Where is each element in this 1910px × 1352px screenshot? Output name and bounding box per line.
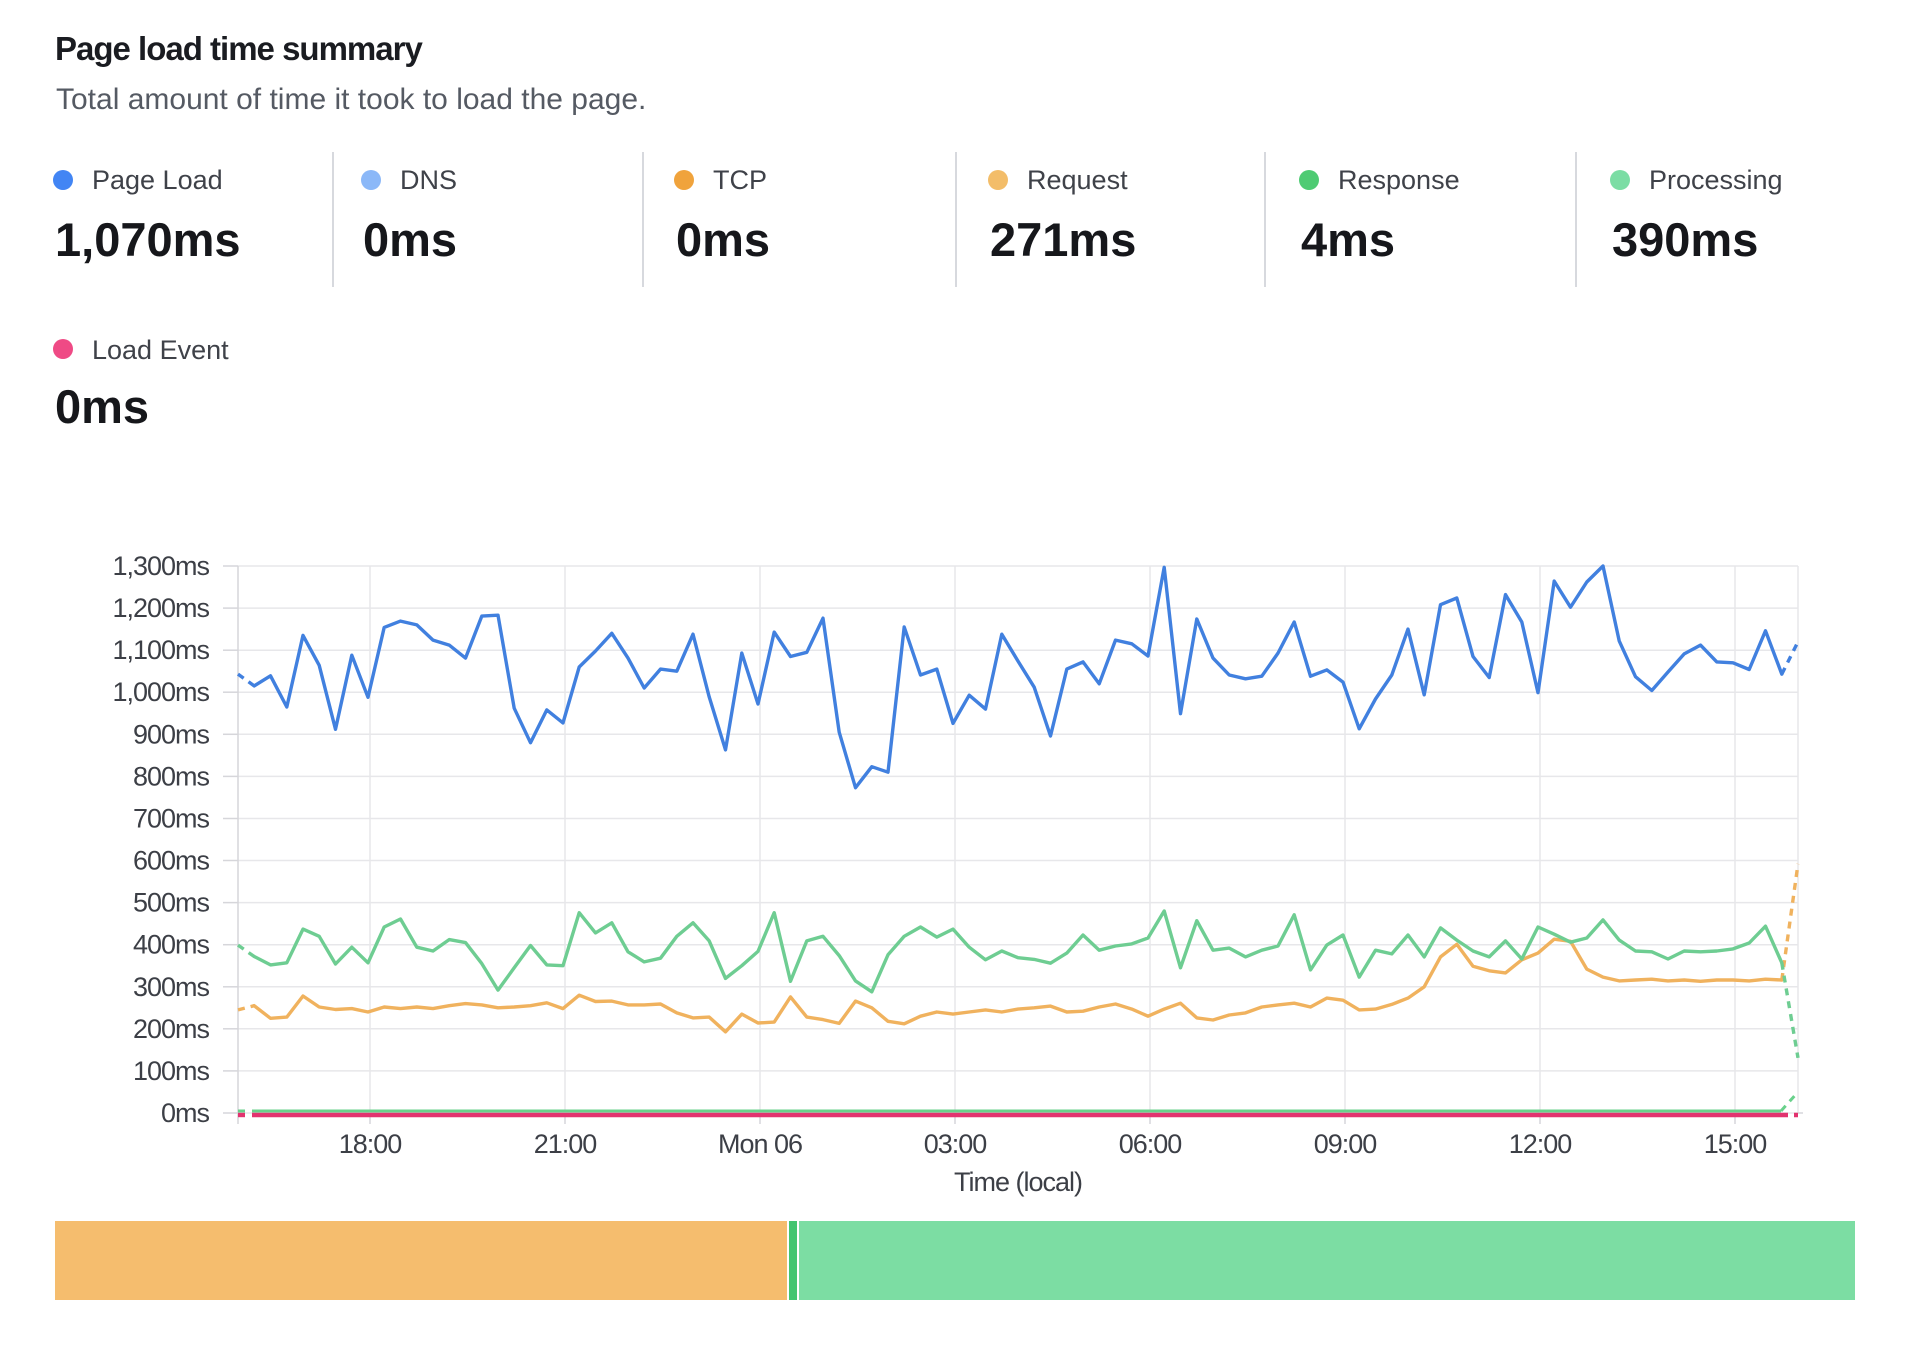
svg-text:500ms: 500ms	[133, 888, 210, 918]
svg-text:15:00: 15:00	[1704, 1129, 1767, 1159]
svg-text:100ms: 100ms	[133, 1056, 210, 1086]
svg-text:1,300ms: 1,300ms	[112, 551, 209, 581]
svg-text:900ms: 900ms	[133, 719, 210, 749]
svg-text:06:00: 06:00	[1119, 1129, 1182, 1159]
svg-text:1,200ms: 1,200ms	[112, 593, 209, 623]
svg-text:Time (local): Time (local)	[954, 1167, 1082, 1197]
svg-text:1,100ms: 1,100ms	[112, 635, 209, 665]
svg-text:18:00: 18:00	[339, 1129, 402, 1159]
svg-text:03:00: 03:00	[924, 1129, 987, 1159]
svg-text:300ms: 300ms	[133, 972, 210, 1002]
svg-text:700ms: 700ms	[133, 804, 210, 834]
svg-text:12:00: 12:00	[1509, 1129, 1572, 1159]
svg-text:0ms: 0ms	[161, 1098, 210, 1128]
svg-text:600ms: 600ms	[133, 846, 210, 876]
svg-text:21:00: 21:00	[534, 1129, 597, 1159]
svg-text:200ms: 200ms	[133, 1014, 210, 1044]
svg-text:800ms: 800ms	[133, 761, 210, 791]
svg-text:400ms: 400ms	[133, 930, 210, 960]
svg-text:1,000ms: 1,000ms	[112, 677, 209, 707]
svg-text:09:00: 09:00	[1314, 1129, 1377, 1159]
svg-text:Mon 06: Mon 06	[718, 1129, 802, 1159]
